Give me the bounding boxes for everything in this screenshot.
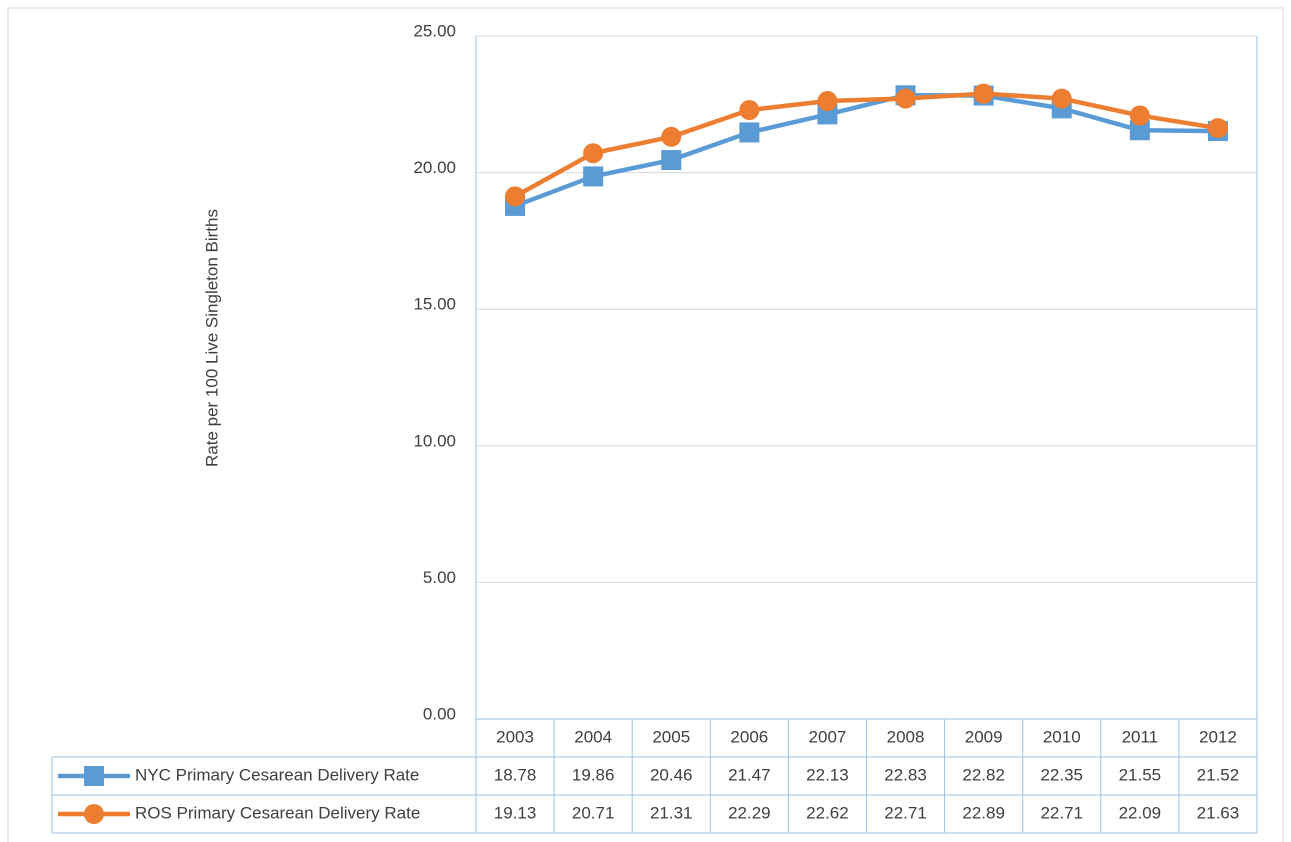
chart-frame (7, 7, 1284, 842)
table-value: 22.29 (728, 803, 771, 822)
table-value: 19.86 (572, 765, 615, 784)
table-value: 18.78 (494, 765, 537, 784)
point (973, 83, 994, 104)
y-tick-label: 10.00 (413, 431, 456, 450)
point (583, 166, 604, 187)
x-tick-label: 2012 (1199, 727, 1237, 746)
table-value: 22.89 (962, 803, 1005, 822)
table-value: 21.31 (650, 803, 693, 822)
x-tick-label: 2009 (965, 727, 1003, 746)
legend-marker (84, 766, 104, 786)
table-value: 22.09 (1119, 803, 1162, 822)
point (817, 91, 838, 112)
y-tick-label: 25.00 (413, 21, 456, 40)
x-tick-label: 2005 (652, 727, 690, 746)
point (1129, 105, 1150, 126)
x-tick-label: 2004 (574, 727, 612, 746)
series-line (514, 93, 1218, 209)
table-value: 20.71 (572, 803, 615, 822)
series-line (513, 91, 1219, 199)
table-value: 21.52 (1197, 765, 1240, 784)
x-tick-label: 2008 (887, 727, 925, 746)
point (661, 126, 682, 147)
point (583, 143, 604, 164)
point (1129, 120, 1150, 141)
point (739, 100, 760, 121)
y-axis-title: Rate per 100 Live Singleton Births (202, 209, 221, 467)
x-tick-label: 2007 (809, 727, 847, 746)
point (661, 150, 682, 171)
x-tick-label: 2011 (1122, 727, 1159, 746)
table-value: 22.71 (1040, 803, 1083, 822)
x-tick-label: 2003 (496, 727, 534, 746)
y-tick-label: 15.00 (413, 295, 456, 314)
y-tick-label: 20.00 (413, 158, 456, 177)
table-value: 21.47 (728, 765, 771, 784)
y-tick-label: 0.00 (423, 704, 456, 723)
point (505, 186, 526, 207)
x-tick-label: 2010 (1043, 727, 1081, 746)
table-value: 22.13 (806, 765, 849, 784)
x-tick-label: 2006 (730, 727, 768, 746)
table-value: 22.83 (884, 765, 927, 784)
table-value: 22.71 (884, 803, 927, 822)
table-value: 22.35 (1040, 765, 1083, 784)
table-value: 22.82 (962, 765, 1005, 784)
table-value: 19.13 (494, 803, 537, 822)
table-value: 21.63 (1197, 803, 1240, 822)
table-value: 20.46 (650, 765, 693, 784)
point (895, 88, 916, 109)
point (1207, 118, 1228, 139)
point (1051, 88, 1072, 109)
point (739, 122, 760, 143)
legend-label: NYC Primary Cesarean Delivery Rate (135, 765, 419, 784)
legend-marker (84, 804, 104, 824)
y-tick-label: 5.00 (423, 568, 456, 587)
legend-label: ROS Primary Cesarean Delivery Rate (135, 803, 420, 822)
table-value: 21.55 (1119, 765, 1162, 784)
table-value: 22.62 (806, 803, 849, 822)
